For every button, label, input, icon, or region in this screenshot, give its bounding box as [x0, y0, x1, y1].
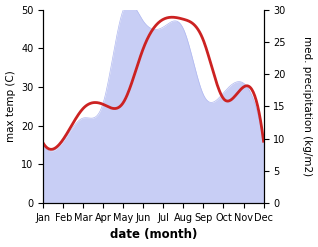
Y-axis label: max temp (C): max temp (C) — [5, 70, 16, 142]
Y-axis label: med. precipitation (kg/m2): med. precipitation (kg/m2) — [302, 36, 313, 176]
X-axis label: date (month): date (month) — [110, 228, 197, 242]
